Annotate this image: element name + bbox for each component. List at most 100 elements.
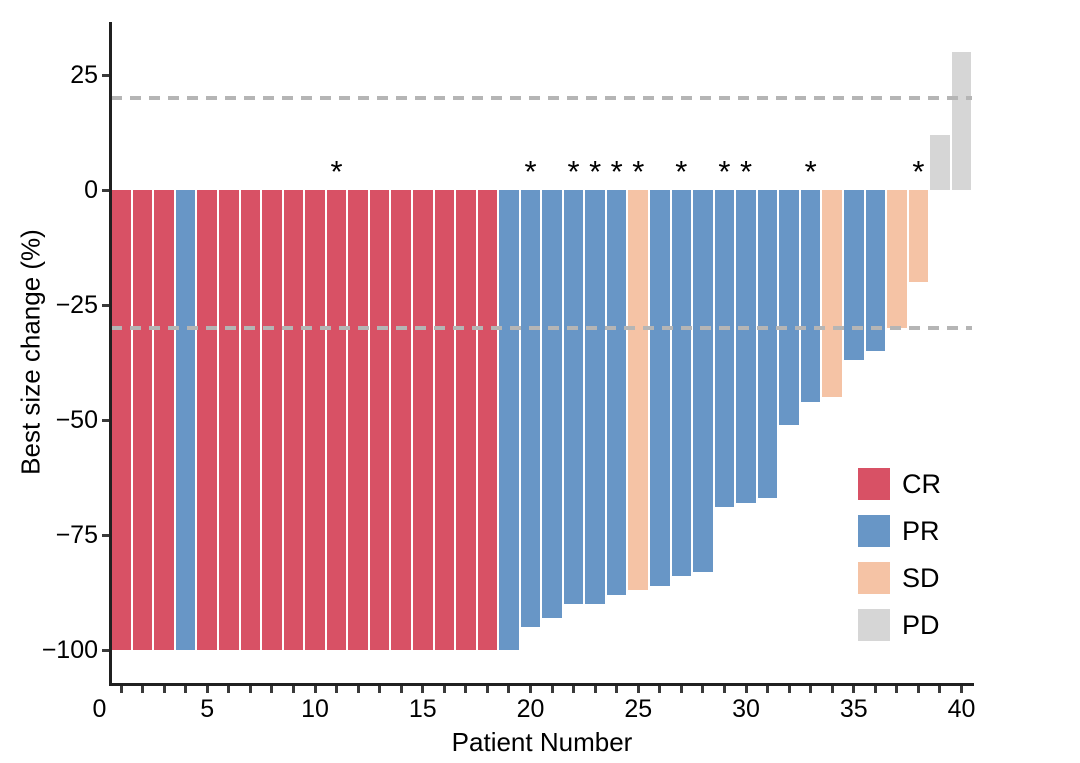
legend-entry-sd: SD <box>858 562 1080 594</box>
x-tick-label-10: 10 <box>301 695 329 723</box>
x-tick-label-20: 20 <box>516 695 545 723</box>
y-axis-title: Best size change (%) <box>15 229 46 475</box>
x-tick-label-25: 25 <box>624 695 653 723</box>
x-tick-8 <box>270 686 274 693</box>
x-tick-label-15: 15 <box>408 695 437 723</box>
significance-star-27: * <box>675 154 688 189</box>
bar-patient-6 <box>219 190 239 650</box>
bar-patient-8 <box>262 190 282 650</box>
x-tick-10 <box>313 686 317 693</box>
bar-patient-33 <box>800 190 821 402</box>
x-tick-21 <box>550 686 554 693</box>
y-tick-label-0: 0 <box>84 176 98 204</box>
bar-patient-14 <box>391 190 411 650</box>
reference-line-20 <box>111 96 972 100</box>
x-tick-35 <box>852 686 856 693</box>
x-tick-17 <box>464 686 468 693</box>
bar-patient-22 <box>563 190 584 604</box>
bar-patient-7 <box>240 190 261 650</box>
x-tick-20 <box>529 686 532 693</box>
bar-patient-37 <box>887 190 907 328</box>
x-tick-9 <box>291 686 295 693</box>
significance-star-23: * <box>589 154 602 189</box>
bar-patient-19 <box>499 190 519 650</box>
legend-label-pd: PD <box>902 610 940 640</box>
x-tick-12 <box>356 686 360 693</box>
x-axis-line <box>108 683 974 686</box>
x-tick-1 <box>119 686 123 693</box>
x-tick-31 <box>766 686 770 693</box>
bar-patient-31 <box>757 190 778 499</box>
legend-label-cr: CR <box>902 469 941 499</box>
bar-patient-2 <box>132 190 153 650</box>
significance-star-22: * <box>567 154 580 189</box>
bar-patient-10 <box>305 190 325 650</box>
x-tick-23 <box>593 686 597 693</box>
x-tick-19 <box>507 686 511 693</box>
y-tick-0 <box>101 188 109 192</box>
bar-patient-36 <box>865 190 886 351</box>
significance-star-38: * <box>912 154 925 189</box>
bar-patient-34 <box>822 190 842 397</box>
x-tick-15 <box>421 686 425 693</box>
x-tick-24 <box>615 686 619 693</box>
bar-patient-9 <box>283 190 304 650</box>
x-tick-label-35: 35 <box>839 695 868 723</box>
x-tick-36 <box>873 686 877 693</box>
bar-patient-29 <box>714 190 735 508</box>
bar-patient-16 <box>434 190 455 650</box>
y-tick-label-25: 25 <box>70 61 98 89</box>
reference-line--30 <box>111 326 972 330</box>
x-tick-14 <box>399 686 403 693</box>
bar-patient-4 <box>175 190 196 650</box>
y-tick-label--100: −100 <box>41 636 98 664</box>
bar-patient-13 <box>369 190 390 650</box>
x-tick-label-30: 30 <box>732 695 760 723</box>
legend-entry-cr: CR <box>858 468 1080 500</box>
x-tick-32 <box>787 686 791 693</box>
y-tick-label--75: −75 <box>55 521 98 549</box>
y-tick-25 <box>101 73 109 77</box>
x-axis-title: Patient Number <box>451 727 633 757</box>
x-tick-label-5: 5 <box>200 695 215 723</box>
x-tick-27 <box>679 686 683 693</box>
y-tick--75 <box>101 533 109 537</box>
legend-entry-pd: PD <box>858 609 1080 641</box>
x-tick-33 <box>809 686 813 693</box>
y-tick--25 <box>101 303 109 307</box>
y-tick--100 <box>101 648 109 652</box>
legend-label-pr: PR <box>902 516 940 546</box>
bar-patient-12 <box>348 190 368 650</box>
x-tick-6 <box>227 686 231 693</box>
bar-patient-3 <box>154 190 174 650</box>
x-tick-22 <box>572 686 576 693</box>
bar-patient-39 <box>930 134 950 190</box>
y-tick-label--25: −25 <box>55 291 98 319</box>
bar-patient-23 <box>585 190 605 604</box>
bar-patient-30 <box>736 190 756 503</box>
legend-label-sd: SD <box>902 563 940 593</box>
x-tick-7 <box>248 686 252 693</box>
y-axis-line <box>108 22 112 686</box>
x-tick-34 <box>830 686 834 693</box>
x-tick-37 <box>895 686 899 693</box>
x-tick-28 <box>701 686 705 693</box>
x-tick-4 <box>184 686 188 693</box>
x-tick-label-0: 0 <box>92 695 107 723</box>
x-tick-29 <box>722 686 726 693</box>
cr-color-swatch <box>858 468 890 500</box>
bar-patient-28 <box>693 190 713 572</box>
x-tick-3 <box>162 686 166 693</box>
significance-star-30: * <box>739 154 753 189</box>
bar-patient-21 <box>542 190 562 618</box>
bar-patient-1 <box>111 190 131 650</box>
significance-star-11: * <box>330 154 343 189</box>
x-tick-2 <box>141 686 145 693</box>
x-tick-18 <box>485 686 489 693</box>
y-tick-label--50: −50 <box>55 406 98 434</box>
x-tick-13 <box>378 686 382 693</box>
x-tick-16 <box>442 686 446 693</box>
bar-patient-25 <box>628 190 649 591</box>
x-tick-38 <box>916 686 920 693</box>
